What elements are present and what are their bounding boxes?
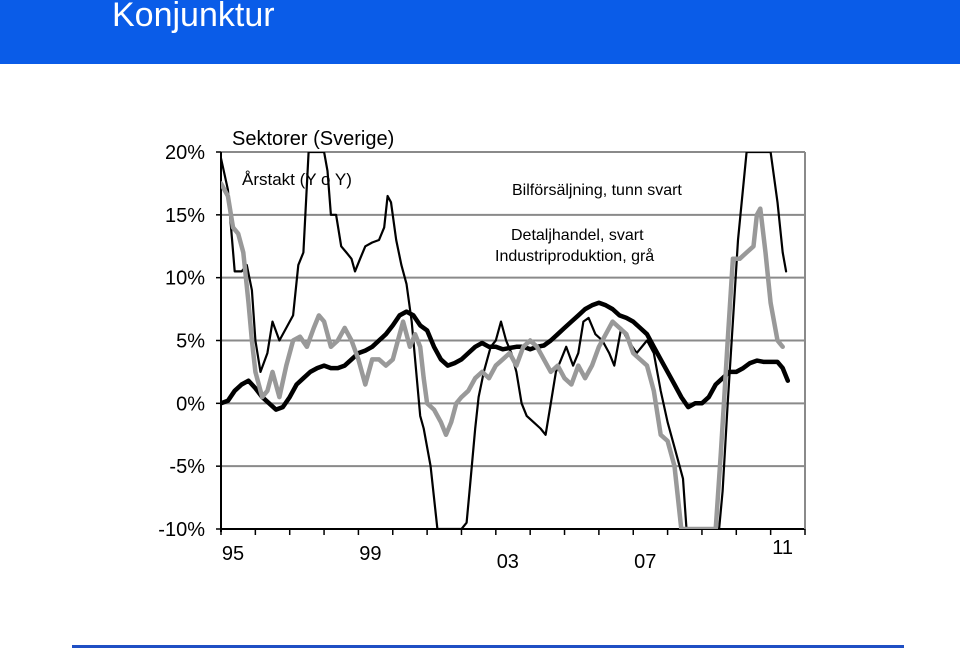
series-group (221, 152, 791, 529)
legend-entry-bil: Bilförsäljning, tunn svart (512, 182, 682, 199)
x-tick-label: 99 (359, 543, 381, 565)
x-tick-label: 11 (772, 537, 793, 559)
y-tick-label: 10% (165, 268, 205, 290)
series-line-detalj (221, 300, 791, 412)
chart-labels: Sektorer (Sverige) Årstakt (Y o Y) Bilfö… (158, 128, 793, 573)
x-tick-label: 95 (222, 543, 244, 565)
x-tick-label: 07 (634, 551, 656, 573)
series-line-indust (221, 181, 785, 529)
y-tick-label: 15% (165, 205, 205, 227)
gridlines (221, 151, 805, 468)
bottom-rule (72, 645, 904, 648)
chart-title: Sektorer (Sverige) (232, 128, 394, 150)
y-tick-label: -5% (169, 456, 205, 478)
title-banner: Konjunktur (0, 0, 960, 64)
chart-subtitle: Årstakt (Y o Y) (242, 170, 352, 189)
legend-entry-detalj: Detaljhandel, svart (511, 227, 644, 244)
x-tick-label: 03 (497, 551, 519, 573)
legend-backdrop (488, 216, 698, 266)
y-tick-label: 0% (176, 393, 205, 415)
page-title: Konjunktur (112, 0, 275, 34)
y-tick-label: 20% (165, 142, 205, 164)
series-line-bil (221, 152, 788, 529)
legend-entry-indust: Industriproduktion, grå (495, 247, 654, 265)
y-tick-label: -10% (158, 519, 205, 541)
y-tick-label: 5% (176, 331, 205, 353)
